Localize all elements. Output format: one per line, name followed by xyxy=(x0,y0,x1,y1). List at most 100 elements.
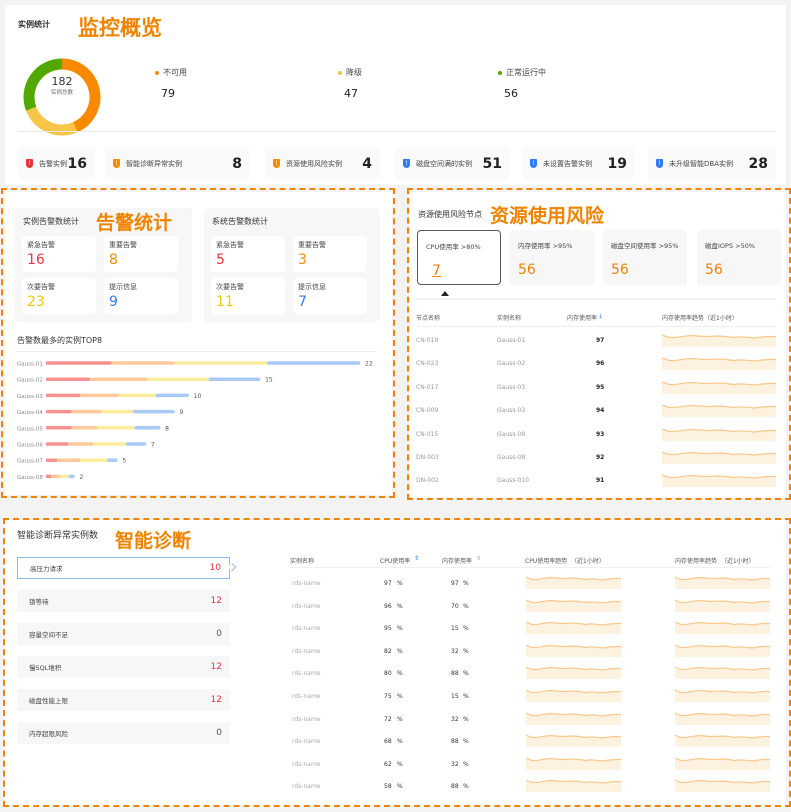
shield-icon: ! xyxy=(403,159,410,168)
memory-usage: 94 xyxy=(596,407,605,415)
instance-name: rds-name xyxy=(292,783,321,791)
tile-label: 次要告警 xyxy=(27,283,55,291)
instance-alert-tile[interactable]: 提示信息 9 xyxy=(104,278,178,314)
table-header[interactable]: 内存使用率趋势（近1小时） xyxy=(662,315,738,322)
instance-name: rds-name xyxy=(292,738,321,746)
risk-card[interactable]: 磁盘空间使用率 >95% 56 xyxy=(603,230,687,285)
cpu-usage: 72 xyxy=(384,715,392,723)
diagnosis-count: 12 xyxy=(210,662,222,672)
shield-icon: ! xyxy=(656,159,663,168)
instance-name: rds-name xyxy=(292,693,321,700)
table-header[interactable]: CPU使用率 xyxy=(380,558,411,565)
cpu-trend-sparkline xyxy=(526,757,621,770)
system-alert-tile[interactable]: 提示信息 7 xyxy=(293,278,367,314)
memory-trend-sparkline xyxy=(675,666,770,680)
tile-value: 3 xyxy=(298,252,307,268)
sort-icon[interactable]: ⇕ xyxy=(476,555,482,562)
stat-label: 未设置告警实例 xyxy=(543,159,592,168)
system-alerts-title: 系统告警数统计 xyxy=(212,217,268,226)
memory-usage: 32 xyxy=(451,715,459,723)
memory-trend-sparkline xyxy=(662,451,776,464)
bar-value: 5 xyxy=(122,458,126,465)
shield-icon: ! xyxy=(530,159,537,168)
diagnosis-count: 0 xyxy=(216,728,222,738)
memory-usage: 97 xyxy=(451,580,459,587)
unit: % xyxy=(397,693,403,700)
risk-card[interactable]: CPU使用率 >80% 7 xyxy=(417,230,501,285)
system-alert-tile[interactable]: 重要告警 3 xyxy=(293,236,367,272)
unit: % xyxy=(397,647,403,655)
instance-name: rds-name xyxy=(292,602,321,610)
shield-icon: ! xyxy=(113,159,120,168)
memory-usage: 88 xyxy=(451,738,459,746)
divider xyxy=(416,298,776,300)
risk-card-label: 磁盘空间使用率 >95% xyxy=(611,242,679,250)
divider xyxy=(16,351,377,352)
diagnosis-label: 锁等待 xyxy=(29,598,49,606)
unit: % xyxy=(397,580,403,587)
table-header: 实例名称 xyxy=(497,315,522,322)
cpu-usage: 96 xyxy=(384,602,392,610)
diagnosis-item[interactable]: 磁盘性能上限 12 xyxy=(17,689,230,711)
risk-card[interactable]: 内存使用率 >95% 56 xyxy=(510,230,594,285)
table-header[interactable]: CPU使用率趋势 （近1小时） xyxy=(525,558,605,565)
memory-usage: 92 xyxy=(596,454,605,461)
table-header[interactable]: 内存使用率 xyxy=(567,315,598,322)
bar-value: 15 xyxy=(265,377,273,384)
stat-label: 资源使用风险实例 xyxy=(286,159,342,168)
memory-usage: 88 xyxy=(451,670,459,678)
cpu-usage: 62 xyxy=(384,760,392,768)
sort-icon[interactable]: ⇕ xyxy=(414,555,420,562)
donut-slice xyxy=(61,58,101,133)
diagnosis-label: 容量空间不足 xyxy=(29,631,68,639)
stat-value: 19 xyxy=(607,155,627,172)
stat-card[interactable]: ! 智能诊断异常实例 8 xyxy=(105,148,250,179)
system-alert-tile[interactable]: 紧急告警 5 xyxy=(211,236,285,272)
bar-value: 9 xyxy=(179,409,183,416)
instance-name: Gauss-01 xyxy=(497,337,526,344)
diagnosis-item[interactable]: 锁等待 12 xyxy=(17,590,230,612)
cpu-trend-sparkline xyxy=(526,779,621,793)
diagnosis-item[interactable]: 内存超限风险 0 xyxy=(17,722,230,744)
status-dot-icon xyxy=(155,71,159,75)
risk-card[interactable]: 磁盘IOPS >50% 56 xyxy=(697,230,781,285)
instance-name: Gauss-02 xyxy=(497,360,526,368)
memory-trend-sparkline xyxy=(675,757,770,770)
stat-card[interactable]: ! 磁盘空间满的实例 51 xyxy=(395,148,510,179)
instance-alert-tile[interactable]: 次要告警 23 xyxy=(22,278,96,314)
diagnosis-item[interactable]: 慢SQL堆积 12 xyxy=(17,656,230,678)
stat-value: 16 xyxy=(67,155,87,172)
memory-trend-sparkline xyxy=(675,644,770,657)
stat-card[interactable]: ! 告警实例 16 xyxy=(18,148,95,179)
memory-usage: 32 xyxy=(451,760,459,768)
diagnosis-item[interactable]: 高压力请求 10 xyxy=(17,557,230,579)
risk-card-value: 56 xyxy=(611,262,629,278)
instance-alert-tile[interactable]: 重要告警 8 xyxy=(104,236,178,272)
bar-label: Gauss-08 xyxy=(17,475,43,481)
system-alert-tile[interactable]: 次要告警 11 xyxy=(211,278,285,314)
sort-icon[interactable]: ↓ xyxy=(598,313,604,320)
tile-label: 提示信息 xyxy=(298,283,326,291)
risk-card-label: 磁盘IOPS >50% xyxy=(705,242,756,250)
divider xyxy=(18,131,776,132)
diagnosis-item[interactable]: 容量空间不足 0 xyxy=(17,623,230,645)
tile-value: 8 xyxy=(109,252,118,268)
stat-card[interactable]: ! 未设置告警实例 19 xyxy=(522,148,635,179)
overview-title: 实例统计 xyxy=(18,20,50,29)
table-header[interactable]: 内存使用率 xyxy=(442,558,473,565)
instance-alert-tile[interactable]: 紧急告警 16 xyxy=(22,236,96,272)
stat-card[interactable]: ! 未升级智能DBA实例 28 xyxy=(648,148,776,179)
unit: % xyxy=(463,715,469,723)
cpu-trend-sparkline xyxy=(526,599,621,612)
memory-trend-sparkline xyxy=(662,428,776,441)
alerts-highlight: 告警统计 xyxy=(96,212,173,234)
node-name: DN-002 xyxy=(416,477,439,485)
unit: % xyxy=(463,580,469,587)
bar-value: 8 xyxy=(165,425,169,432)
stat-card[interactable]: ! 资源使用风险实例 4 xyxy=(265,148,380,179)
table-header[interactable]: 内存使用率趋势 （近1小时） xyxy=(675,558,755,565)
diagnosis-count: 10 xyxy=(209,563,221,573)
donut-slice xyxy=(26,106,78,136)
bar-label: Gauss-02 xyxy=(17,378,43,384)
divider xyxy=(290,567,770,568)
